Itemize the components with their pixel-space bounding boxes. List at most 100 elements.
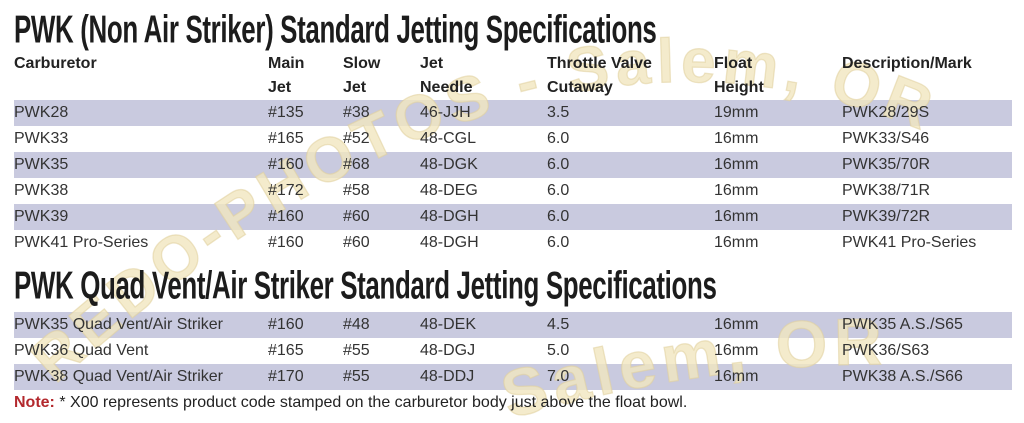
table-cell: 16mm xyxy=(714,342,759,359)
table-cell: 48-DGH xyxy=(420,208,479,225)
table-cell: 4.5 xyxy=(547,316,570,333)
table-cell: 48-DEK xyxy=(420,316,477,333)
column-header: Carburetor xyxy=(14,52,268,100)
table-cell: PWK38 A.S./S66 xyxy=(842,368,963,385)
table-cell: 16mm xyxy=(714,208,759,225)
table-cell: 16mm xyxy=(714,156,759,173)
table-row: PWK35 Quad Vent/Air Striker #160 #48 48-DEK… xyxy=(14,312,1012,338)
table-cell: 6.0 xyxy=(547,156,570,173)
table-cell: #160 xyxy=(268,316,304,333)
table-cell: 19mm xyxy=(714,104,759,121)
table1-title: PWK (Non Air Striker) Standard Jetting S… xyxy=(14,8,657,51)
table-row: PWK33 #165 #52 48-CGL 6.0 16mm PWK33/S46 xyxy=(14,126,1012,152)
table-cell: #172 xyxy=(268,182,304,199)
table-cell: PWK35/70R xyxy=(842,156,931,173)
column-header-line1: Main xyxy=(268,55,305,72)
note-label: Note: xyxy=(14,394,55,411)
table-cell: #60 xyxy=(343,234,370,251)
table-cell: PWK38/71R xyxy=(842,182,931,199)
column-header-line1: Throttle Valve xyxy=(547,55,652,72)
table-cell: #135 xyxy=(268,104,304,121)
column-header-line2: Height xyxy=(714,79,764,96)
table-cell: 16mm xyxy=(714,368,759,385)
table-cell: 6.0 xyxy=(547,234,570,251)
table-cell: 48-CGL xyxy=(420,130,477,147)
table-cell: 48-DDJ xyxy=(420,368,475,385)
column-header-line2: Jet xyxy=(343,79,367,96)
table-cell: #170 xyxy=(268,368,304,385)
table-row: PWK38 Quad Vent/Air Striker #170 #55 48-DDJ… xyxy=(14,364,1012,390)
table2-body: PWK35 Quad Vent/Air Striker #160 #48 48-DEK… xyxy=(14,312,1012,390)
table-cell: PWK39 xyxy=(14,208,69,225)
table-cell: #165 xyxy=(268,130,304,147)
table-cell: PWK39/72R xyxy=(842,208,931,225)
table-cell: #55 xyxy=(343,342,370,359)
table-cell: #52 xyxy=(343,130,370,147)
column-header-line2: Cutaway xyxy=(547,79,613,96)
column-header-line2: Needle xyxy=(420,79,473,96)
table-cell: 46-JJH xyxy=(420,104,471,121)
table-cell: PWK36 Quad Vent xyxy=(14,342,149,359)
table-cell: 48-DGJ xyxy=(420,342,476,359)
table-cell: PWK33/S46 xyxy=(842,130,930,147)
table-cell: #60 xyxy=(343,208,370,225)
column-header: Throttle Valve Cutaway xyxy=(547,52,714,100)
table-cell: PWK28/29S xyxy=(842,104,930,121)
column-header: Float Height xyxy=(714,52,842,100)
column-header-line1: Slow xyxy=(343,55,381,72)
table-row: PWK39 #160 #60 48-DGH 6.0 16mm PWK39/72R xyxy=(14,204,1012,230)
column-header: Jet Needle xyxy=(420,52,547,100)
table-cell: PWK41 Pro-Series xyxy=(14,234,149,251)
table-row: PWK36 Quad Vent #165 #55 48-DGJ 5.0 16mm PWK36… xyxy=(14,338,1012,364)
table-cell: PWK41 Pro-Series xyxy=(842,234,977,251)
note: Note: * X00 represents product code stam… xyxy=(14,392,687,414)
table-cell: #160 xyxy=(268,208,304,225)
table-cell: 48-DEG xyxy=(420,182,478,199)
table-cell: 6.0 xyxy=(547,130,570,147)
table-cell: 7.0 xyxy=(547,368,570,385)
table-cell: #48 xyxy=(343,316,370,333)
table-cell: 16mm xyxy=(714,182,759,199)
table-cell: #55 xyxy=(343,368,370,385)
table-cell: 16mm xyxy=(714,234,759,251)
column-header-line1: Jet xyxy=(420,55,444,72)
column-header: Slow Jet xyxy=(343,52,420,100)
table-cell: 48-DGK xyxy=(420,156,478,173)
column-header-line1: Float xyxy=(714,55,753,72)
table-header-row: Carburetor Main Jet Slow Jet Jet Needle Throttl… xyxy=(14,52,1012,100)
table-cell: 16mm xyxy=(714,130,759,147)
column-header: Description/Mark xyxy=(842,52,1012,100)
table-cell: PWK38 Quad Vent/Air Striker xyxy=(14,368,223,385)
table-cell: PWK33 xyxy=(14,130,69,147)
table-cell: #160 xyxy=(268,156,304,173)
column-header-line2: Jet xyxy=(268,79,292,96)
table-cell: 16mm xyxy=(714,316,759,333)
table-cell: 3.5 xyxy=(547,104,570,121)
table-cell: 48-DGH xyxy=(420,234,479,251)
table-cell: #165 xyxy=(268,342,304,359)
table1-body: PWK28 #135 #38 46-JJH 3.5 19mm PWK28/29S PWK33 #… xyxy=(14,100,1012,256)
table-cell: PWK35 Quad Vent/Air Striker xyxy=(14,316,223,333)
table-cell: PWK28 xyxy=(14,104,69,121)
table-cell: PWK35 xyxy=(14,156,69,173)
table-cell: 6.0 xyxy=(547,208,570,225)
column-header-line1: Carburetor xyxy=(14,55,97,72)
table-cell: #160 xyxy=(268,234,304,251)
table-cell: PWK36/S63 xyxy=(842,342,930,359)
table-cell: #68 xyxy=(343,156,370,173)
table-row: PWK38 #172 #58 48-DEG 6.0 16mm PWK38/71R xyxy=(14,178,1012,204)
table-cell: PWK38 xyxy=(14,182,69,199)
table-row: PWK28 #135 #38 46-JJH 3.5 19mm PWK28/29S xyxy=(14,100,1012,126)
table-cell: 6.0 xyxy=(547,182,570,199)
table-cell: 5.0 xyxy=(547,342,570,359)
table-cell: PWK35 A.S./S65 xyxy=(842,316,963,333)
table-cell: #58 xyxy=(343,182,370,199)
table-cell: #38 xyxy=(343,104,370,121)
table-row: PWK41 Pro-Series #160 #60 48-DGH 6.0 16mm PWK4… xyxy=(14,230,1012,256)
column-header-line1: Description/Mark xyxy=(842,55,972,72)
column-header: Main Jet xyxy=(268,52,343,100)
table2-title: PWK Quad Vent/Air Striker Standard Jetti… xyxy=(14,264,717,307)
note-text: * X00 represents product code stamped on… xyxy=(59,394,688,411)
table-row: PWK35 #160 #68 48-DGK 6.0 16mm PWK35/70R xyxy=(14,152,1012,178)
